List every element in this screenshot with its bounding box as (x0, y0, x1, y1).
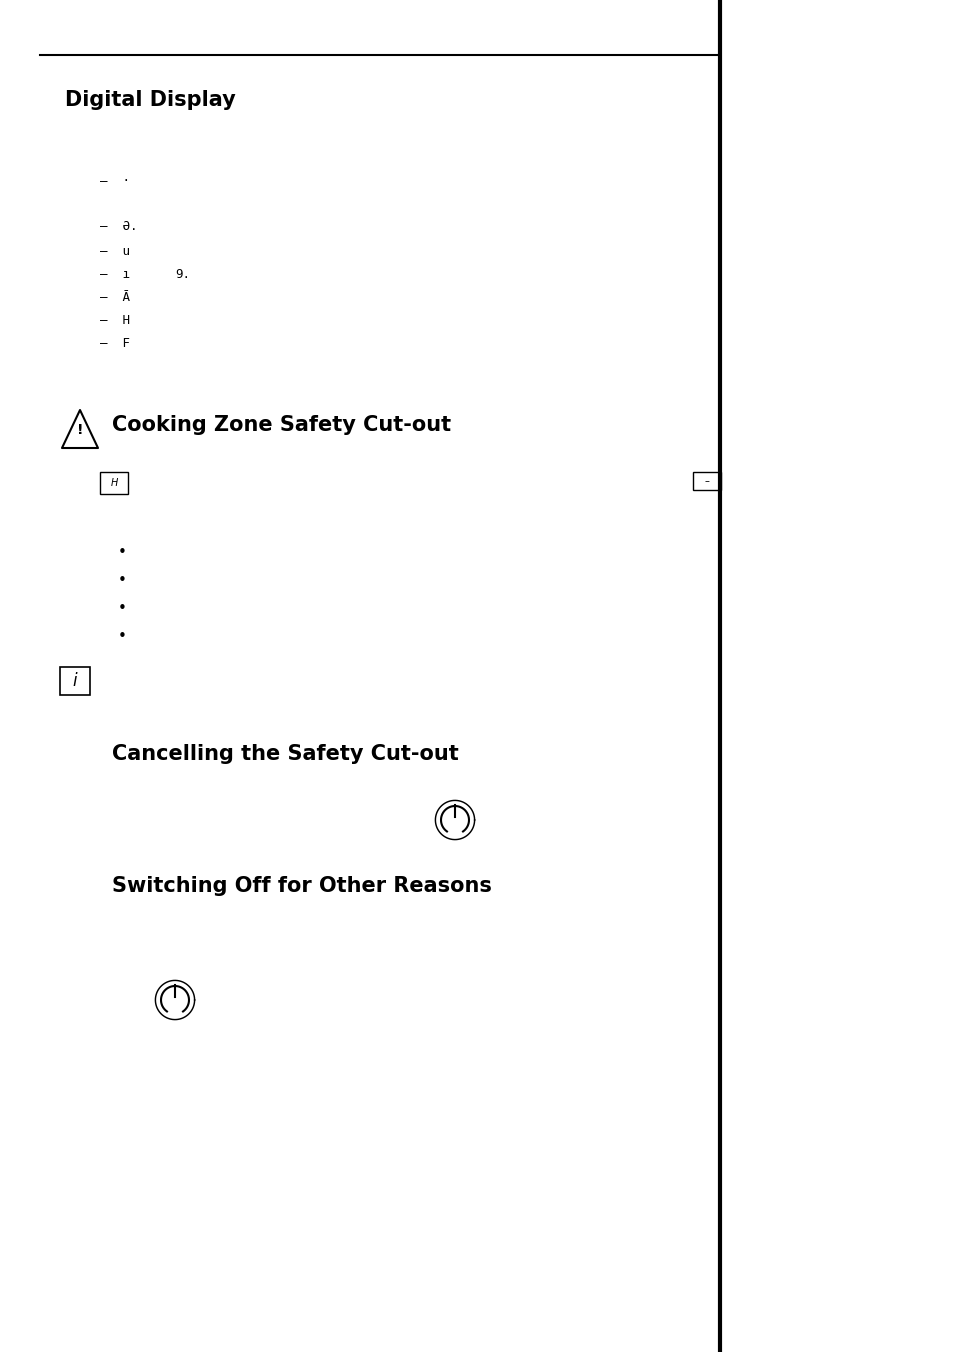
Text: –: – (704, 476, 709, 485)
Text: Cooking Zone Safety Cut-out: Cooking Zone Safety Cut-out (112, 415, 451, 435)
Text: –  u: – u (100, 245, 130, 258)
Text: !: ! (76, 423, 83, 437)
FancyBboxPatch shape (60, 667, 90, 695)
Text: –  Ā: – Ā (100, 291, 130, 304)
Text: H: H (111, 479, 117, 488)
Text: –  ı: – ı (100, 268, 130, 281)
Text: 9.: 9. (174, 268, 190, 281)
FancyBboxPatch shape (100, 472, 128, 493)
Text: •: • (118, 545, 127, 560)
Text: Digital Display: Digital Display (65, 91, 235, 110)
Text: Switching Off for Other Reasons: Switching Off for Other Reasons (112, 876, 492, 896)
Text: •: • (118, 629, 127, 644)
Text: –  F: – F (100, 337, 130, 350)
Text: •: • (118, 573, 127, 588)
Text: –  ⋅: – ⋅ (100, 174, 130, 188)
Text: •: • (118, 602, 127, 617)
FancyBboxPatch shape (692, 472, 720, 489)
Text: –  Ə.: – Ə. (100, 220, 137, 233)
Text: Cancelling the Safety Cut-out: Cancelling the Safety Cut-out (112, 744, 458, 764)
Text: i: i (72, 672, 77, 690)
Text: –  H: – H (100, 314, 130, 327)
